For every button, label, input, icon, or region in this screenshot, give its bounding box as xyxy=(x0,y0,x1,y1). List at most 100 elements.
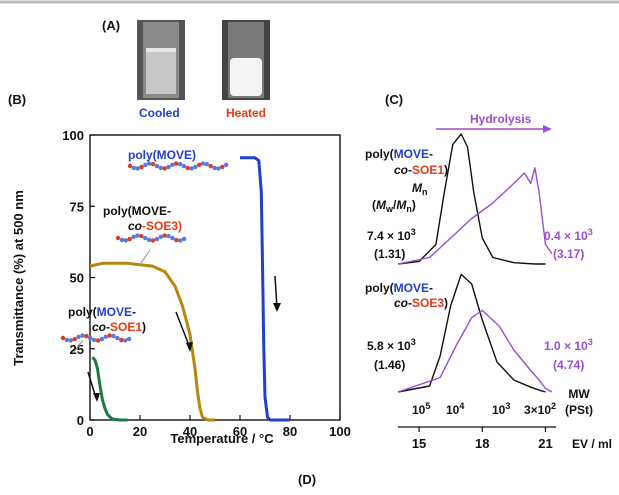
ev-axis-title: EV / ml xyxy=(572,437,612,451)
chain-bead xyxy=(220,164,225,170)
top-after-pdi: (3.17) xyxy=(553,247,584,261)
chain-bead xyxy=(123,338,128,343)
polymer-chain-icons xyxy=(60,161,229,343)
mw-label: MW xyxy=(568,387,590,401)
chain-bead xyxy=(115,335,120,341)
chain-bead xyxy=(126,336,132,342)
panel-b-series xyxy=(89,156,290,422)
gpc-trace-3 xyxy=(397,309,553,393)
mw-tick-1e3: 103 xyxy=(492,401,510,417)
chain-bead xyxy=(135,233,140,238)
bot-before-pdi: (1.46) xyxy=(374,358,405,372)
chain-bead xyxy=(166,233,171,239)
chain-bead xyxy=(91,337,97,343)
chain-bead xyxy=(174,237,179,243)
mw-tick-3e2: 3×102 xyxy=(524,401,556,417)
gpc-top-name-1: poly(MOVE- xyxy=(365,147,433,161)
x-axis-title: Temperature / °C xyxy=(170,431,274,446)
chain-bead xyxy=(64,337,70,343)
chain-bead xyxy=(119,237,125,243)
mn-label: Mn xyxy=(412,181,428,197)
series-line-1 xyxy=(89,261,215,422)
chain-bead xyxy=(99,336,105,342)
y-axis-title: Transmittance (%) at 500 nm xyxy=(11,190,26,366)
chain-bead xyxy=(103,334,108,340)
chain-bead xyxy=(80,333,85,338)
chain-bead xyxy=(135,166,140,171)
ev-tick-label: 18 xyxy=(475,436,489,451)
chain-bead xyxy=(189,166,194,171)
chain-bead xyxy=(200,161,206,166)
y-tick-label: 50 xyxy=(70,271,84,286)
chain-bead xyxy=(181,236,187,242)
chain-bead xyxy=(216,166,221,171)
vial-label-cooled: Cooled xyxy=(139,106,180,120)
chain-bead xyxy=(72,336,77,342)
vial-heated xyxy=(222,20,270,100)
gpc-trace-2 xyxy=(397,273,546,393)
chain-bead xyxy=(150,238,156,243)
chain-bead xyxy=(131,165,137,171)
label-soe1-line1: poly(MOVE- xyxy=(68,305,136,319)
chain-bead xyxy=(111,333,116,339)
label-soe1-line2: co-SOE1) xyxy=(92,320,146,334)
x-tick-label: 60 xyxy=(233,424,247,439)
chain-bead xyxy=(162,166,167,171)
bot-after-pdi: (4.74) xyxy=(553,358,584,372)
bot-before-mn: 5.8 × 103 xyxy=(367,337,416,353)
chain-bead xyxy=(181,163,187,169)
y-tick-label: 0 xyxy=(77,413,84,428)
chain-bead xyxy=(154,163,160,169)
mw-unit: (PSt) xyxy=(565,403,593,417)
bot-after-mn: 1.0 × 103 xyxy=(544,337,593,353)
mw-tick-1e4: 104 xyxy=(446,401,464,417)
x-tick-label: 0 xyxy=(86,424,93,439)
mw-tick-1e5: 105 xyxy=(412,401,430,417)
label-poly-move: poly(MOVE) xyxy=(128,148,196,162)
label-soe3-line1: poly(MOVE- xyxy=(103,204,171,218)
panel-c-series xyxy=(397,133,553,393)
mw-mn-label: (Mw/Mn) xyxy=(372,198,416,214)
chain-bead xyxy=(197,162,202,168)
chain-bead xyxy=(158,234,163,240)
y-tick-label: 25 xyxy=(70,342,84,357)
gpc-bot-name-2: co-SOE3) xyxy=(394,296,448,310)
vial-label-heated: Heated xyxy=(226,106,266,120)
panel-b-axes: 0 25 50 75 100 0 20 40 60 80 100 Temperature / °C… xyxy=(11,128,351,446)
chain-bead xyxy=(170,162,175,168)
x-axis-ticks: 0 20 40 60 80 100 xyxy=(86,415,351,439)
chain-bead xyxy=(170,235,175,241)
chain-bead xyxy=(193,164,198,170)
panel-label-a: (A) xyxy=(102,18,120,33)
vial-cooled xyxy=(137,20,185,100)
label-soe3-line2: co-SOE3) xyxy=(128,219,182,233)
chain-bead xyxy=(84,333,89,339)
chain-bead xyxy=(150,161,156,167)
y-tick-label: 100 xyxy=(62,128,84,143)
chain-bead xyxy=(139,164,144,170)
top-before-pdi: (1.31) xyxy=(374,247,405,261)
chain-bead xyxy=(158,165,163,171)
top-after-mn: 0.4 × 103 xyxy=(544,227,593,243)
chain-bead xyxy=(208,163,213,169)
chain-bead xyxy=(107,333,112,338)
y-axis-ticks: 0 25 50 75 100 xyxy=(62,128,95,428)
top-before-mn: 7.4 × 103 xyxy=(367,227,416,243)
chain-bead xyxy=(204,161,210,167)
gpc-bot-name-1: poly(MOVE- xyxy=(365,281,433,295)
series-line-0 xyxy=(240,156,290,422)
chain-bead xyxy=(173,161,179,166)
y-tick-label: 75 xyxy=(70,199,84,214)
chain-bead xyxy=(60,335,66,341)
chain-bead xyxy=(143,235,148,241)
x-tick-label: 100 xyxy=(329,424,351,439)
chain-bead xyxy=(127,163,133,169)
chain-bead xyxy=(178,238,183,243)
chain-bead xyxy=(146,237,152,243)
chain-bead xyxy=(223,162,229,167)
ev-tick-label: 21 xyxy=(538,436,552,451)
gpc-trace-1 xyxy=(397,167,553,265)
x-tick-label: 20 xyxy=(133,424,147,439)
chain-bead xyxy=(68,338,73,343)
gpc-trace-0 xyxy=(397,133,546,265)
